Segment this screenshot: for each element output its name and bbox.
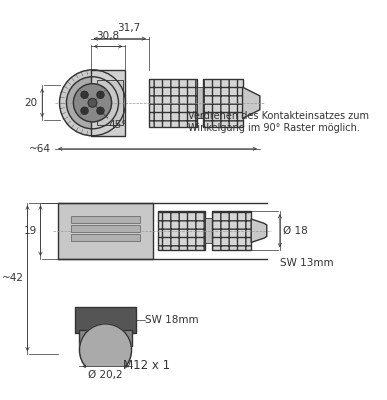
Circle shape <box>97 107 104 114</box>
Text: M12 x 1: M12 x 1 <box>123 359 170 372</box>
Text: ~42: ~42 <box>2 273 24 283</box>
Circle shape <box>81 107 88 114</box>
Bar <box>212 211 251 250</box>
Text: 20: 20 <box>25 98 38 108</box>
Bar <box>212 211 251 250</box>
Text: 31,7: 31,7 <box>117 24 140 34</box>
Circle shape <box>88 98 97 107</box>
Circle shape <box>81 91 88 98</box>
Bar <box>91 70 125 136</box>
Circle shape <box>60 70 125 136</box>
Text: 19: 19 <box>24 226 37 236</box>
Text: SW 13mm: SW 13mm <box>280 258 334 268</box>
Text: Verdrehen des Kontakteinsatzes zum
Winkelgang im 90° Raster möglich.: Verdrehen des Kontakteinsatzes zum Winke… <box>188 112 369 133</box>
Bar <box>149 78 197 127</box>
Bar <box>197 87 204 118</box>
Bar <box>149 78 197 127</box>
Bar <box>204 78 243 127</box>
Polygon shape <box>243 87 260 118</box>
Bar <box>75 306 136 333</box>
Text: 45°: 45° <box>108 120 127 130</box>
Text: Ø 18: Ø 18 <box>283 226 308 236</box>
Bar <box>71 225 140 232</box>
Bar <box>79 330 132 346</box>
Bar <box>97 80 123 125</box>
Bar <box>158 211 205 250</box>
Polygon shape <box>251 219 267 242</box>
Bar <box>58 202 153 259</box>
Bar <box>71 216 140 223</box>
Circle shape <box>97 91 104 98</box>
Text: ~64: ~64 <box>29 144 51 154</box>
Bar <box>204 78 243 127</box>
Circle shape <box>74 84 111 122</box>
Bar <box>205 218 212 243</box>
Circle shape <box>79 324 132 376</box>
Text: 30,8: 30,8 <box>96 31 120 41</box>
Text: Ø 20,2: Ø 20,2 <box>88 370 123 380</box>
Bar <box>158 211 205 250</box>
Circle shape <box>67 77 118 129</box>
Bar <box>71 234 140 241</box>
Text: SW 18mm: SW 18mm <box>144 314 198 324</box>
